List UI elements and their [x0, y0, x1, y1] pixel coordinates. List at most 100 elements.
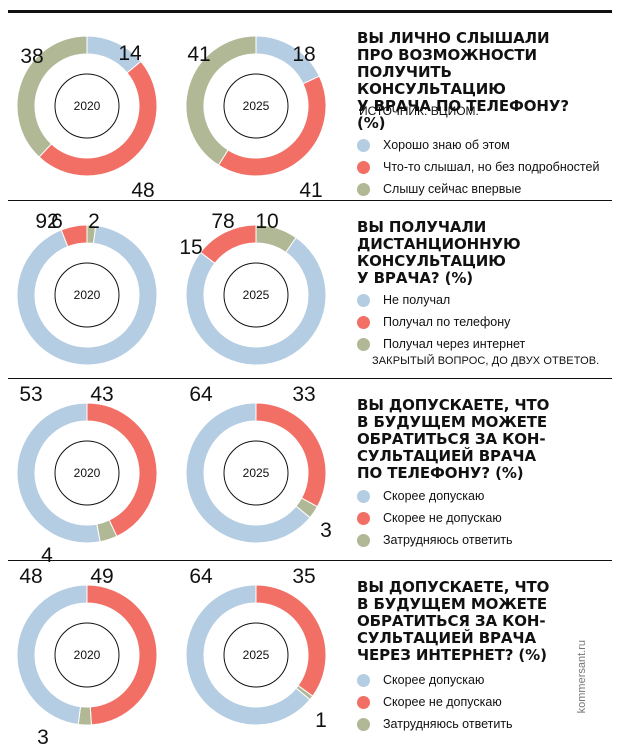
legend-label: Не получал: [383, 293, 451, 307]
donut-segment-2020-1: [16, 224, 158, 366]
legend-label: Слышу сейчас впервые: [383, 182, 522, 196]
section-divider: [8, 560, 612, 561]
year-label-2020: 2020: [74, 99, 101, 113]
question-title: ВЫ ДОПУСКАЕТЕ, ЧТО В БУДУЩЕМ МОЖЕТЕ ОБРА…: [357, 396, 550, 482]
question-title: ВЫ ДОПУСКАЕТЕ, ЧТО В БУДУЩЕМ МОЖЕТЕ ОБРА…: [357, 578, 550, 664]
legend-label: Хорошо знаю об этом: [383, 138, 510, 152]
legend-item: Не получал: [357, 289, 525, 311]
year-label-2025: 2025: [243, 648, 270, 662]
question-title: ВЫ ЛИЧНО СЛЫШАЛИ ПРО ВОЗМОЖНОСТИ ПОЛУЧИТ…: [357, 29, 569, 132]
year-label-2020: 2020: [74, 288, 101, 302]
legend-label: Скорее не допускаю: [383, 695, 502, 709]
legend-swatch: [357, 293, 370, 307]
legend-item: Получал по телефону: [357, 311, 525, 333]
value-label: 48: [131, 179, 154, 202]
value-label: 10: [255, 210, 278, 233]
legend-swatch: [357, 673, 370, 687]
legend-swatch: [357, 489, 370, 503]
year-circle: [223, 440, 289, 506]
value-label: 43: [90, 383, 113, 406]
donut-segment-2025-1: [185, 236, 327, 366]
legend-swatch: [357, 511, 370, 525]
donut-segment-2025-3: [185, 35, 257, 166]
year-circle: [54, 440, 120, 506]
legend-label: Скорее допускаю: [383, 489, 485, 503]
legend-item: Скорее не допускаю: [357, 507, 513, 529]
legend-label: Скорее не допускаю: [383, 511, 502, 525]
top-rule: [8, 10, 612, 13]
year-circle: [223, 73, 289, 139]
question-note: ЗАКРЫТЫЙ ВОПРОС, ДО ДВУХ ОТВЕТОВ.: [372, 355, 600, 367]
legend-swatch: [357, 533, 370, 547]
legend-label: Затрудняюсь ответить: [383, 533, 513, 547]
legend-swatch: [357, 160, 370, 174]
year-circle: [223, 262, 289, 328]
year-label-2025: 2025: [243, 99, 270, 113]
chart-section-1: 2020 14 48 38 2025 18 41 41 ВЫ ЛИЧНО СЛЫШАЛИ ПРО…: [0, 18, 620, 202]
legend: Скорее допускаю Скорее не допускаю Затрудн…: [357, 669, 513, 735]
value-label: 15: [179, 236, 202, 259]
donut-segment-2020-2: [60, 224, 88, 248]
legend-item: Скорее допускаю: [357, 485, 513, 507]
legend-swatch: [357, 695, 370, 709]
legend-item: Затрудняюсь ответить: [357, 529, 513, 551]
value-label: 78: [211, 210, 234, 233]
year-circle: [54, 622, 120, 688]
legend-label: Затрудняюсь ответить: [383, 717, 513, 731]
value-label: 41: [187, 43, 210, 66]
value-label: 3: [320, 519, 332, 542]
donut-charts: 2020 926 2 2025 78 15 10: [16, 210, 327, 366]
donut-segment-2020-1: [16, 402, 101, 544]
year-circle: [223, 622, 289, 688]
legend-item: Хорошо знаю об этом: [357, 134, 599, 156]
value-label: 35: [292, 565, 315, 588]
legend: Хорошо знаю об этом Что-то слышал, но без…: [357, 134, 599, 200]
value-label: 41: [299, 179, 322, 202]
value-label: 18: [292, 43, 315, 66]
section-divider: [8, 378, 612, 379]
value-label: 64: [189, 565, 213, 588]
year-label-2020: 2020: [74, 648, 101, 662]
legend-label: Скорее допускаю: [383, 673, 485, 687]
legend-swatch: [357, 315, 370, 329]
value-label: 2: [88, 210, 100, 233]
donut-segment-2025-2: [199, 224, 257, 264]
section-divider: [8, 200, 612, 201]
legend-swatch: [357, 138, 370, 152]
legend-item: Слышу сейчас впервые: [357, 178, 599, 200]
donut-segment-2025-1: [185, 584, 311, 726]
value-label: 38: [20, 45, 43, 68]
donut-charts: 2020 14 48 38 2025 18 41 41: [16, 35, 327, 202]
chart-section-4: 2020 48 49 3 2025 64 35 1 ВЫ ДОПУСКАЕТЕ, ЧТО В Б…: [0, 565, 620, 749]
legend-swatch: [357, 337, 370, 351]
legend-item: Что-то слышал, но без подробностей: [357, 156, 599, 178]
question-title: ВЫ ПОЛУЧАЛИ ДИСТАНЦИОННУЮ КОНСУЛЬТАЦИЮ У…: [357, 218, 521, 287]
legend-label: Получал по телефону: [383, 315, 511, 329]
legend-item: Скорее допускаю: [357, 669, 513, 691]
legend-item: Получал через интернет: [357, 333, 525, 355]
donut-segment-2020-3: [16, 35, 88, 158]
legend-label: Получал через интернет: [383, 337, 526, 351]
year-circle: [54, 73, 120, 139]
value-label: 3: [37, 726, 49, 749]
legend: Скорее допускаю Скорее не допускаю Затрудн…: [357, 485, 513, 551]
donut-charts: 2020 48 49 3 2025 64 35 1: [16, 565, 327, 749]
value-label: 1: [315, 709, 327, 732]
value-label: 64: [189, 383, 213, 406]
legend-swatch: [357, 182, 370, 196]
value-label: 92: [35, 210, 58, 233]
legend: Не получал Получал по телефону Получал чер…: [357, 289, 525, 355]
year-label-2020: 2020: [74, 466, 101, 480]
legend-swatch: [357, 717, 370, 731]
chart-section-3: 2020 53 43 4 2025 64 33 3 ВЫ ДОПУСКАЕТЕ, ЧТО В Б…: [0, 383, 620, 567]
value-label: 33: [292, 383, 315, 406]
year-label-2025: 2025: [243, 288, 270, 302]
year-circle: [54, 262, 120, 328]
value-label: 14: [118, 42, 142, 65]
value-label: 48: [19, 565, 42, 588]
value-label: 6: [51, 210, 63, 233]
value-label: 4: [41, 544, 53, 567]
legend-item: Затрудняюсь ответить: [357, 713, 513, 735]
source-label: ИСТОЧНИК: ВЦИОМ.: [359, 104, 479, 118]
